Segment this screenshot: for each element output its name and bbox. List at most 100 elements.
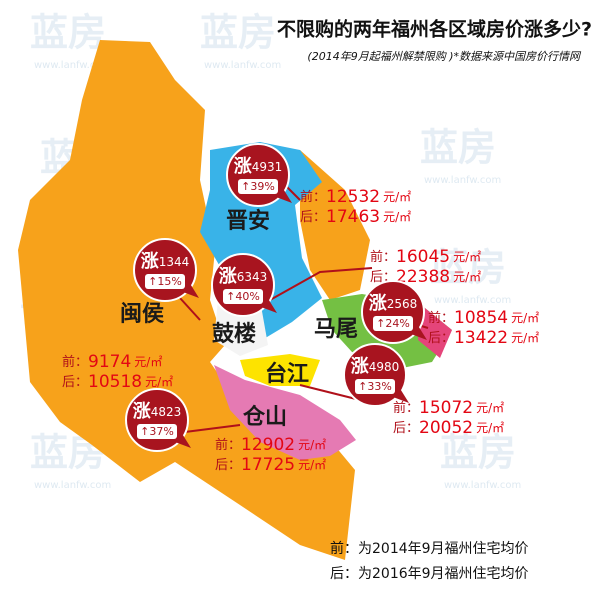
district-name: 仓山 (242, 404, 287, 430)
after-label: 后： (393, 421, 419, 436)
price-before: 前：15072 元/㎡ (393, 398, 504, 418)
watermark-url: www.lanfw.com (204, 60, 281, 71)
unit: 元/㎡ (476, 401, 504, 415)
rise-value: 4931 (252, 160, 283, 174)
badge-tail (393, 387, 409, 403)
after-label: 后： (428, 331, 454, 346)
percent-box (145, 274, 185, 289)
pointer-line (284, 184, 301, 201)
after-price: 20052 (419, 418, 473, 438)
before-label: 前： (428, 310, 454, 326)
before-label: 前： (215, 437, 241, 453)
up-arrow: ↑ (148, 275, 157, 288)
percent-box (373, 316, 413, 331)
percent-value: 24% (385, 317, 409, 330)
after-price: 10518 (88, 372, 142, 392)
after-price: 13422 (454, 328, 508, 348)
rise-amount: 涨4980 (351, 356, 400, 377)
after-label: 后： (215, 458, 241, 473)
title: 不限购的两年福州各区域房价涨多少? (277, 18, 592, 41)
badge-tail (261, 297, 277, 313)
rise-label: 涨 (133, 401, 151, 422)
district-name: 台江 (265, 361, 309, 387)
watermark-url: www.lanfw.com (434, 295, 511, 306)
before-price: 10854 (454, 308, 508, 328)
price-after: 后：13422 元/㎡ (428, 328, 539, 348)
before-label: 前： (300, 189, 326, 205)
percent-value: 15% (157, 275, 181, 288)
rise-label: 涨 (369, 293, 387, 314)
legend-after: 后：为2016年9月福州住宅均价 (330, 566, 529, 582)
after-price: 17463 (326, 207, 380, 227)
before-price: 15072 (419, 398, 473, 418)
percent-box (223, 289, 263, 304)
before-label: 前： (62, 354, 88, 370)
rise-amount: 涨6343 (219, 266, 268, 287)
price-after: 后：10518 元/㎡ (62, 372, 173, 392)
watermark-brand: 蓝房 (30, 11, 106, 55)
price-after: 后：20052 元/㎡ (393, 418, 504, 438)
pointer-line (184, 424, 241, 433)
percent-box (238, 179, 278, 194)
before-label: 前： (370, 249, 396, 265)
unit: 元/㎡ (453, 250, 481, 264)
rise-value: 2568 (387, 297, 418, 311)
percent-value: 33% (367, 380, 391, 393)
up-arrow: ↑ (241, 180, 250, 193)
rise-percent: ↑37% (140, 425, 174, 438)
rise-value: 4823 (151, 405, 182, 419)
watermark-brand: 蓝房 (420, 126, 496, 170)
watermark-brand: 蓝房 (440, 431, 516, 475)
region-mawei-east (418, 304, 452, 358)
unit: 元/㎡ (383, 210, 411, 224)
badge-tail (276, 187, 292, 203)
watermark-brand: 蓝房 (200, 11, 276, 55)
price-before: 前：12902 元/㎡ (215, 435, 326, 455)
after-label: 后： (300, 210, 326, 225)
badge-tail (183, 282, 199, 298)
rise-label: 涨 (234, 156, 252, 177)
badge-tail (411, 324, 427, 340)
percent-box (137, 424, 177, 439)
unit: 元/㎡ (511, 331, 539, 345)
before-price: 12532 (326, 187, 380, 207)
after-price: 17725 (241, 455, 295, 475)
before-price: 9174 (88, 352, 131, 372)
up-arrow: ↑ (226, 290, 235, 303)
watermark-url: www.lanfw.com (34, 480, 111, 491)
percent-value: 39% (250, 180, 274, 193)
price-before: 前：12532 元/㎡ (300, 187, 411, 207)
unit: 元/㎡ (298, 438, 326, 452)
region-cangshan (214, 365, 356, 460)
before-price: 16045 (396, 247, 450, 267)
rise-label: 涨 (141, 251, 159, 272)
region-east (300, 150, 370, 300)
rise-amount: 涨1344 (141, 251, 190, 272)
pointer-line (299, 384, 361, 401)
pointer-line (269, 267, 373, 301)
district-name: 鼓楼 (212, 322, 256, 347)
rise-percent: ↑40% (226, 290, 260, 303)
unit: 元/㎡ (298, 458, 326, 472)
percent-value: 40% (235, 290, 259, 303)
percent-box (355, 379, 395, 394)
rise-percent: ↑15% (148, 275, 182, 288)
rise-label: 涨 (351, 356, 369, 377)
before-price: 12902 (241, 435, 295, 455)
percent-value: 37% (149, 425, 173, 438)
unit: 元/㎡ (476, 421, 504, 435)
rise-amount: 涨4823 (133, 401, 182, 422)
before-label: 前： (393, 400, 419, 416)
unit: 元/㎡ (383, 190, 411, 204)
rise-amount: 涨2568 (369, 293, 418, 314)
price-after: 后：17463 元/㎡ (300, 207, 411, 227)
rise-value: 4980 (369, 360, 400, 374)
watermark-brand: 蓝房 (430, 246, 506, 290)
after-label: 后： (62, 375, 88, 390)
price-before: 前：16045 元/㎡ (370, 247, 481, 267)
watermark-url: www.lanfw.com (444, 480, 521, 491)
up-arrow: ↑ (376, 317, 385, 330)
badge-tail (175, 432, 191, 448)
unit: 元/㎡ (145, 375, 173, 389)
